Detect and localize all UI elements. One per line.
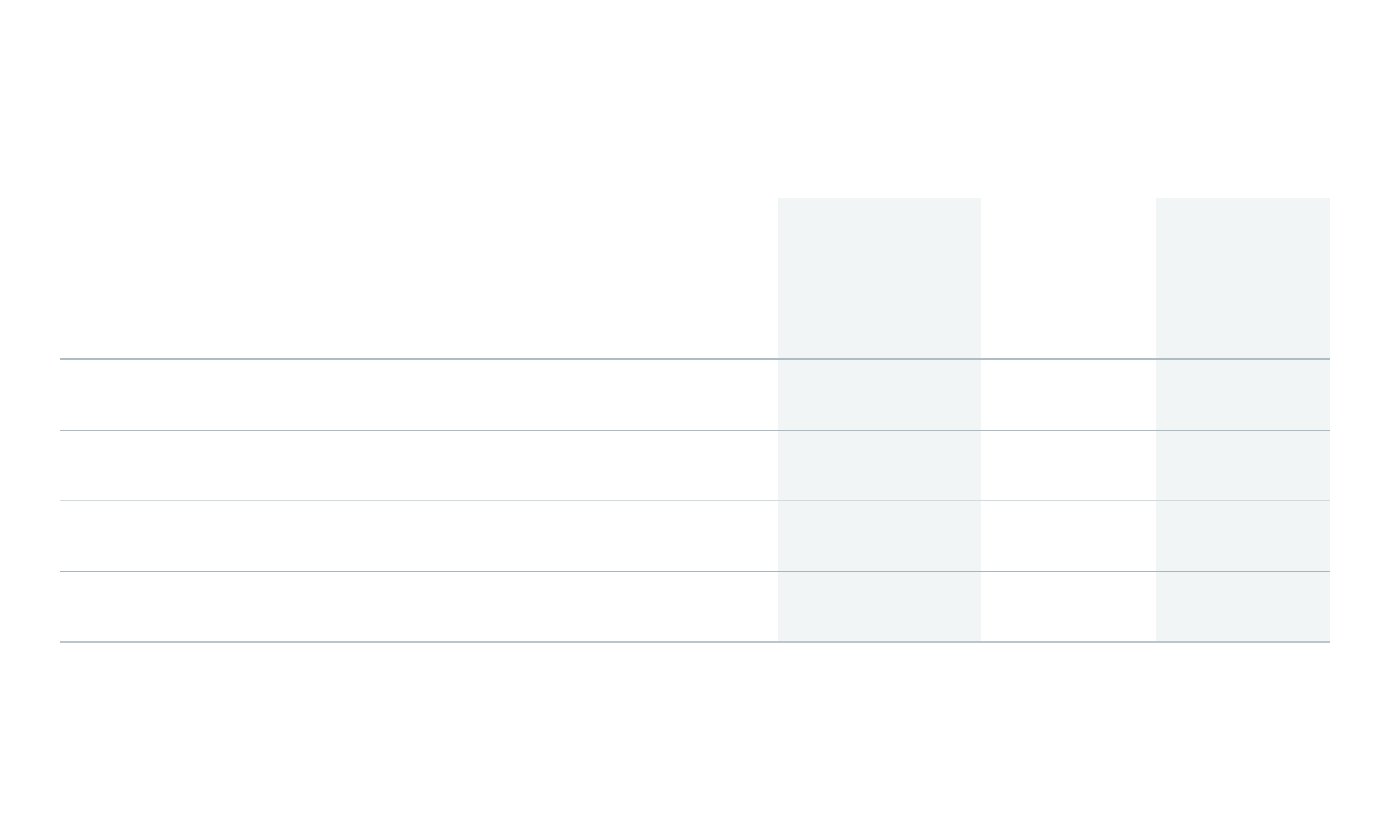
header-divider (60, 358, 1330, 360)
table-row (60, 572, 1330, 641)
table-cell (60, 431, 778, 500)
column-header (60, 198, 778, 358)
table-cell (1156, 572, 1330, 641)
table-cell (778, 572, 981, 641)
table-header-row (60, 198, 1330, 358)
table-cell (981, 502, 1156, 571)
table-bottom-border (60, 641, 1330, 643)
column-header (1156, 198, 1330, 358)
table-cell (60, 360, 778, 430)
column-header (981, 198, 1156, 358)
table-column-highlight-4 (1156, 198, 1330, 642)
table-cell (60, 572, 778, 641)
table-cell (1156, 502, 1330, 571)
table-cell (981, 360, 1156, 430)
table-cell (778, 431, 981, 500)
row-divider (60, 571, 1330, 572)
row-divider (60, 430, 1330, 431)
table-row (60, 360, 1330, 430)
row-divider (60, 500, 1330, 501)
table-cell (60, 502, 778, 571)
table-cell (1156, 431, 1330, 500)
table-cell (1156, 360, 1330, 430)
table-cell (778, 360, 981, 430)
table-cell (981, 431, 1156, 500)
table-row (60, 502, 1330, 571)
table-cell (981, 572, 1156, 641)
table-row (60, 431, 1330, 500)
table-column-highlight-2 (778, 198, 981, 642)
column-header (778, 198, 981, 358)
table-cell (778, 502, 981, 571)
